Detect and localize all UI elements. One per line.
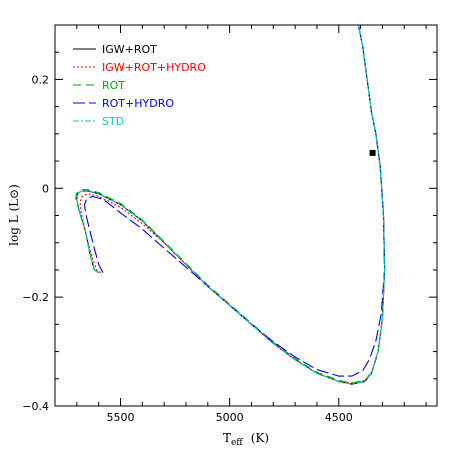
series-line-rot [75,25,386,384]
legend-label: STD [102,115,124,128]
x-axis-label-main: T [223,431,231,445]
series-line-igw-rot-hydro [79,25,386,384]
legend: IGW+ROT IGW+ROT+HYDRO ROT ROT+HYDRO STD [73,43,206,128]
y-axis-label: log L (L⊙) [7,184,21,246]
series-line-std [76,25,386,385]
y-tick-label: −0.4 [22,400,49,413]
x-tick-label: 5500 [106,411,134,424]
y-tick-label: −0.2 [22,291,49,304]
marker-layer [369,149,376,156]
y-tick-label: 0 [42,182,49,195]
x-axis-label-sub: eff [231,438,243,448]
x-axis-label: Teff (K) [223,431,269,448]
tick-labels: 5500 5000 4500 −0.4 −0.2 0 0.2 [22,73,352,424]
legend-label: ROT+HYDRO [102,97,174,110]
x-tick-label: 5000 [216,411,244,424]
legend-label: IGW+ROT [102,43,157,56]
series-layer [75,25,386,385]
legend-label: ROT [102,79,125,92]
x-tick-label: 4500 [325,411,353,424]
marker-square [369,149,376,156]
y-tick-label: 0.2 [32,73,50,86]
series-line-rot-hydro [83,25,386,377]
axis-ticks [54,24,437,407]
legend-label: IGW+ROT+HYDRO [102,61,206,74]
x-axis-label-unit: (K) [251,431,269,445]
